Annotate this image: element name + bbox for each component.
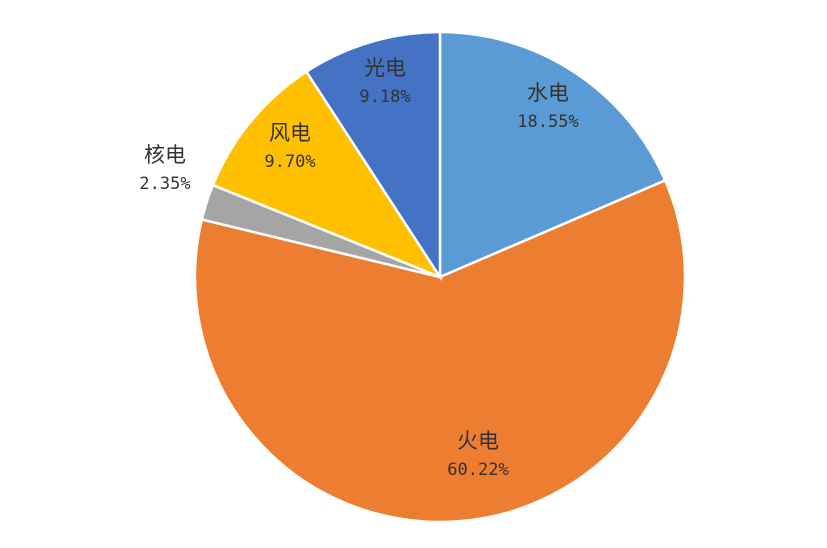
slice-percent-label: 9.70% (264, 152, 315, 172)
pie-labels: 水电 18.55% 火电 60.22% 核电 2.35% 风电 9.70% 光电 9.18% (139, 56, 578, 480)
pie-slice-2 (193, 178, 687, 524)
pie-slices (193, 30, 687, 524)
slice-label-group-2: 火电 60.22% (447, 429, 508, 480)
slice-name-label: 火电 (457, 429, 499, 453)
slice-name-label: 光电 (364, 56, 406, 80)
pie-slice-4 (211, 69, 444, 280)
slice-label-group-1: 水电 18.55% (517, 81, 578, 132)
slice-label-group-3: 核电 2.35% (139, 143, 190, 194)
slice-name-label: 风电 (269, 121, 311, 145)
pie-slice-1 (438, 30, 667, 279)
slice-percent-label: 18.55% (517, 112, 578, 132)
slice-percent-label: 60.22% (447, 460, 508, 480)
slice-label-group-4: 风电 9.70% (264, 121, 315, 172)
pie-slice-5 (304, 30, 442, 282)
slice-percent-label: 9.18% (359, 87, 410, 107)
slice-name-label: 核电 (144, 143, 186, 167)
slice-name-label: 水电 (527, 81, 569, 105)
slice-label-group-5: 光电 9.18% (359, 56, 410, 107)
slice-percent-label: 2.35% (139, 174, 190, 194)
